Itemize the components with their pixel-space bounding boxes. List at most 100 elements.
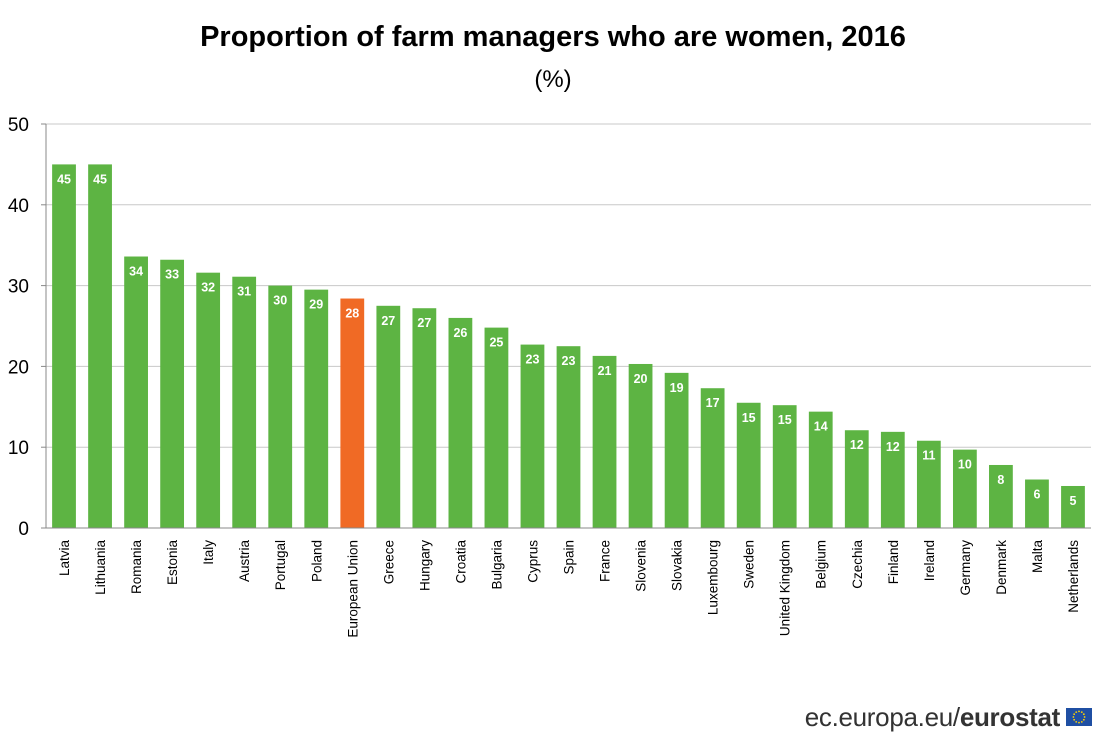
flag-star [1075,720,1078,723]
bar-croatia [448,317,473,528]
x-tick-label: Greece [381,540,396,584]
x-tick-label: Czechia [850,540,865,589]
flag-star [1082,718,1085,721]
x-tick-label: Finland [886,540,901,584]
data-label: 27 [417,316,431,330]
data-label: 33 [165,268,179,282]
bar-belgium [808,411,833,528]
data-label: 30 [273,294,287,308]
y-tick-label: 30 [8,277,29,298]
x-tick-label: Hungary [417,540,432,591]
data-label: 31 [237,285,251,299]
flag-star [1073,713,1076,716]
eu-flag-icon [1066,708,1092,726]
bar-italy [196,272,221,528]
x-tick-label: France [598,540,613,582]
footer-brand: eurostat [959,702,1060,732]
bar-slovakia [664,372,689,528]
bar-european-union [340,298,365,528]
bar-sweden [736,402,761,528]
bar-netherlands [1061,485,1085,528]
flag-star [1083,716,1086,718]
x-tick-label: Denmark [994,540,1009,595]
data-label: 5 [1070,494,1077,508]
x-tick-label: Italy [201,540,216,565]
source-footer: ec.europa.eu/eurostat [804,702,1061,733]
bar-czechia [844,430,869,528]
data-label: 21 [598,364,612,378]
x-tick-label: Slovenia [634,540,649,592]
x-tick-label: Poland [309,540,324,582]
data-label: 17 [706,396,720,410]
chart-subtitle: (%) [534,66,571,93]
data-label: 10 [958,458,972,472]
y-tick-label: 0 [18,519,29,540]
bar-finland [880,431,905,528]
data-label: 8 [997,473,1004,487]
bar-france [592,355,617,528]
y-tick-label: 50 [8,115,29,136]
footer-domain: ec.europa.eu/ [804,702,960,732]
data-label: 14 [814,420,828,434]
data-label: 19 [670,381,684,395]
bar-latvia [52,164,76,528]
bar-denmark [989,464,1013,528]
y-tick-label: 40 [8,196,29,217]
x-tick-label: Spain [562,540,577,575]
data-label: 34 [129,265,143,279]
y-axis: 0 10 20 30 40 50 [8,115,47,540]
data-label: 12 [886,440,900,454]
data-label: 45 [93,172,107,186]
bar-bulgaria [484,327,509,528]
bar-greece [376,305,401,528]
bar-germany [952,449,977,528]
data-label: 26 [453,326,467,340]
x-tick-label: Latvia [57,540,72,577]
data-label: 23 [562,354,576,368]
bar-estonia [160,259,185,528]
x-tick-label: Germany [958,540,973,596]
x-tick-label: Croatia [453,540,468,584]
flag-star [1082,713,1085,716]
bar-cyprus [520,344,545,528]
data-label: 12 [850,438,864,452]
bar-romania [124,256,148,528]
flag-star [1072,716,1075,718]
flag-star [1080,720,1083,723]
bar-portugal [268,285,293,528]
x-tick-label: Bulgaria [489,540,504,590]
bar-poland [304,289,329,528]
x-tick-label: Sweden [742,540,757,589]
flag-star [1080,711,1083,714]
x-tick-label: Malta [1030,540,1045,574]
x-tick-label: Slovakia [670,540,685,592]
x-tick-label: United Kingdom [778,540,793,636]
bar-slovenia [628,363,653,528]
x-tick-label: Belgium [814,540,829,589]
y-tick-label: 10 [8,438,29,459]
data-label: 32 [201,281,215,295]
x-tick-label: Cyprus [525,540,540,583]
bar-luxembourg [700,388,725,528]
data-label: 15 [778,413,792,427]
x-tick-label: Estonia [165,540,180,586]
x-tick-label: Luxembourg [706,540,721,615]
bar-united-kingdom [772,405,797,528]
x-tick-label: Romania [129,540,144,595]
flag-star [1078,721,1080,724]
data-label: 45 [57,172,71,186]
flag-star [1075,711,1078,714]
data-label: 29 [309,298,323,312]
data-label: 27 [381,314,395,328]
data-label: 20 [634,372,648,386]
data-label: 25 [489,336,503,350]
bars: 45 45 34 33 32 31 30 29 28 27 27 26 25 23 23 21 20 19 17 15… [52,164,1085,528]
bar-ireland [916,440,941,528]
y-tick-label: 20 [8,357,29,378]
data-label: 15 [742,411,756,425]
x-tick-label: European Union [345,540,360,638]
bar-austria [232,276,257,528]
bar-hungary [412,308,437,528]
